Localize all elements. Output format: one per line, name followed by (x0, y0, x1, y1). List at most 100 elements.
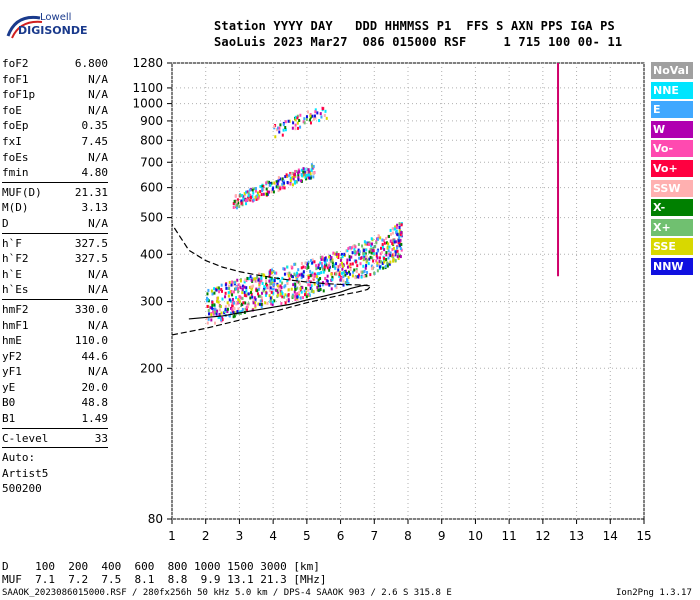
profile-line (171, 223, 373, 336)
reflection-point (307, 283, 310, 287)
reflection-point (207, 299, 210, 303)
reflection-point (368, 250, 371, 254)
reflection-point (346, 258, 349, 262)
x-tick-label: 14 (603, 529, 618, 543)
param-value: N/A (88, 150, 108, 164)
reflection-point (301, 273, 304, 277)
param-name: h`F (2, 236, 22, 250)
param-name: C-level (2, 431, 49, 445)
param-value: 21.31 (74, 185, 108, 199)
reflection-point (321, 283, 324, 287)
reflection-point (249, 296, 252, 300)
param-row: yE 20.0 (2, 380, 108, 396)
reflection-point (275, 128, 278, 132)
x-tick-label: 10 (468, 529, 483, 543)
reflection-point (309, 269, 312, 273)
reflection-point (274, 135, 277, 139)
reflection-point (297, 173, 300, 177)
param-name: yE (2, 380, 16, 394)
reflection-point (271, 280, 274, 284)
reflection-point (273, 124, 276, 128)
reflection-point (269, 280, 272, 284)
reflection-point (297, 171, 300, 175)
reflection-point (359, 256, 362, 260)
reflection-point (310, 284, 313, 288)
reflection-point (228, 286, 231, 290)
reflection-point (247, 292, 250, 296)
reflection-point (239, 286, 242, 290)
reflection-point (338, 270, 341, 274)
reflection-point (232, 290, 235, 294)
reflection-point (369, 255, 372, 259)
reflection-point (348, 255, 351, 259)
reflection-point (271, 187, 274, 191)
param-value: 44.6 (81, 349, 109, 363)
footer-d-line: D 100 200 400 600 800 1000 1500 3000 [km… (2, 560, 320, 573)
reflection-point (249, 195, 252, 199)
reflection-point (392, 253, 395, 257)
reflection-point (263, 285, 266, 289)
reflection-point (399, 255, 402, 259)
reflection-point (213, 287, 216, 291)
reflection-point (292, 283, 295, 287)
reflection-point (302, 167, 305, 171)
reflection-point (246, 304, 249, 308)
reflection-point (296, 274, 299, 278)
reflection-point (392, 257, 395, 261)
reflection-point (337, 256, 340, 260)
x-tick-label: 3 (236, 529, 244, 543)
reflection-point (239, 279, 242, 283)
reflection-point (349, 262, 352, 266)
reflection-point (248, 277, 251, 281)
reflection-point (257, 302, 260, 306)
reflection-point (251, 188, 254, 192)
reflection-point (395, 230, 398, 234)
reflection-point (366, 271, 369, 275)
reflection-point (362, 249, 365, 253)
reflection-point (385, 236, 388, 240)
reflection-point (258, 281, 261, 285)
reflection-point (243, 293, 246, 297)
reflection-point (211, 300, 214, 304)
reflection-point (272, 283, 275, 287)
reflection-point (224, 291, 227, 295)
reflection-point (396, 249, 399, 253)
param-row: D N/A (2, 216, 108, 232)
param-row: foF1 N/A (2, 72, 108, 88)
reflection-point (241, 287, 244, 291)
reflection-point (224, 305, 227, 309)
reflection-point (297, 280, 300, 284)
reflection-point (328, 255, 331, 259)
reflection-point (340, 276, 343, 280)
reflection-point (241, 296, 244, 300)
reflection-point (239, 194, 242, 198)
legend-item: Vo- (651, 140, 693, 158)
reflection-point (286, 180, 289, 184)
reflection-point (269, 182, 272, 186)
reflection-point (246, 198, 249, 202)
reflection-point (212, 308, 215, 312)
reflection-point (261, 281, 264, 285)
reflection-point (331, 278, 334, 282)
reflection-point (370, 242, 373, 246)
reflection-point (237, 298, 240, 302)
reflection-point (347, 247, 350, 251)
reflection-point (259, 185, 262, 189)
reflection-point (243, 290, 246, 294)
reflection-point (352, 244, 355, 248)
reflection-point (339, 263, 342, 267)
reflection-point (400, 248, 403, 252)
reflection-point (227, 294, 230, 298)
reflection-point (288, 119, 291, 123)
reflection-point (382, 246, 385, 250)
reflection-point (391, 227, 394, 231)
reflection-point (368, 257, 371, 261)
reflection-point (397, 239, 400, 243)
reflection-point (235, 287, 238, 291)
reflection-point (319, 255, 322, 259)
reflection-point (397, 257, 400, 261)
x-tick-label: 12 (535, 529, 550, 543)
reflection-point (313, 276, 316, 280)
reflection-point (354, 276, 357, 280)
reflection-point (225, 286, 228, 290)
